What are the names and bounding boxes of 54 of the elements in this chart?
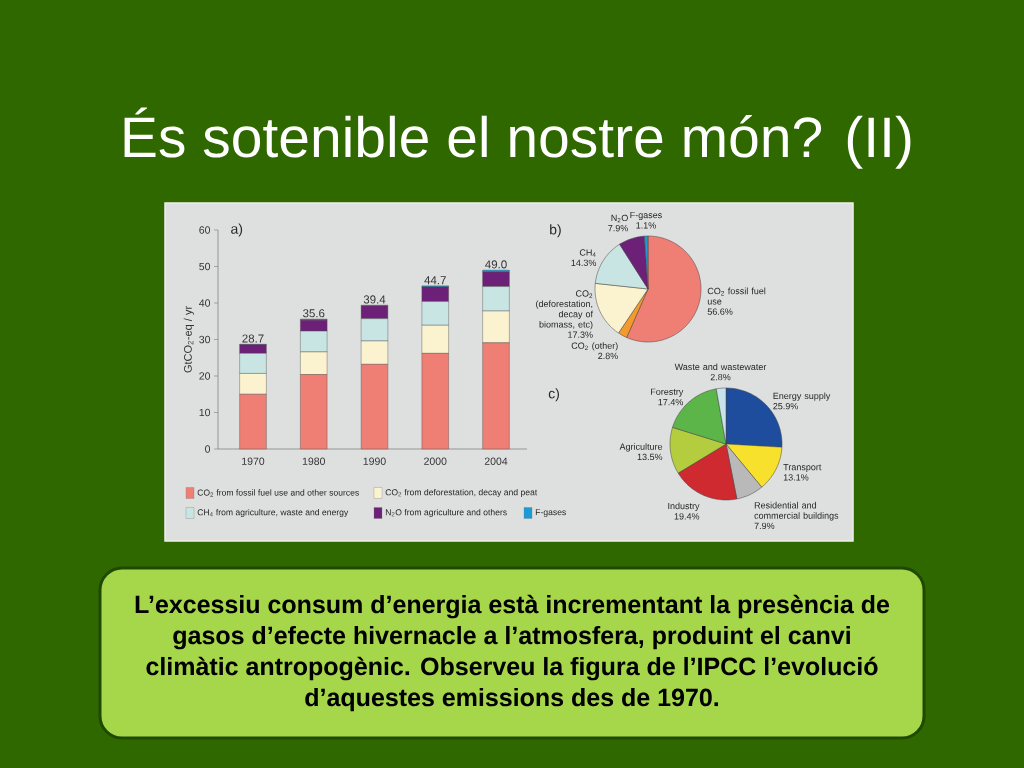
legend-label: N$_{2}$O from agriculture and others — [385, 508, 507, 517]
y-tick-label: 60 — [199, 226, 211, 234]
legend-label: CH$_{4}$ from agriculture, waste and energy — [197, 508, 349, 517]
data-label: 7.9% — [608, 225, 628, 232]
slice-label: CO$_{2}$ (other) — [571, 342, 618, 351]
data-label: 17.3% — [568, 331, 593, 338]
total-label: 35.6 — [302, 309, 325, 318]
slice-label: CO$_{2}$ fossil fuel use — [707, 287, 766, 305]
text: b) — [550, 224, 561, 238]
y-tick-label: 0 — [205, 445, 211, 453]
total-label: 39.4 — [363, 295, 386, 304]
legend-label: CO$_{2}$ from fossil fuel use and other sources — [197, 489, 359, 497]
total-label: 49.0 — [485, 260, 507, 269]
y-tick-label: 20 — [199, 372, 211, 380]
y-axis-title: GtCO$_{2}$-eq / yr — [183, 306, 194, 373]
x-tick-label: 1980 — [302, 457, 325, 465]
x-tick-label: 2004 — [484, 457, 508, 465]
x-tick-label: 1970 — [242, 457, 265, 465]
chart-title: a) — [231, 223, 243, 237]
slice-label: Industry — [668, 502, 700, 511]
data-label: 2.8% — [710, 373, 731, 381]
slice-label: Energy supply — [773, 392, 831, 401]
legend-label: F-gases — [535, 509, 566, 517]
data-label: 2.8% — [598, 352, 618, 360]
slice-label: N$_{2}$O — [611, 214, 628, 223]
data-label: 13.1% — [783, 474, 809, 481]
slice-label: Residential and commercial buildings — [754, 501, 839, 521]
data-label: 13.5% — [637, 453, 663, 461]
slice-label: Agriculture — [619, 443, 663, 452]
data-label: 1.1% — [636, 222, 656, 229]
total-label: 28.7 — [242, 334, 264, 343]
y-tick-label: 10 — [199, 408, 211, 417]
y-tick-label: 30 — [199, 335, 211, 344]
y-tick-label: 40 — [199, 299, 211, 307]
slice-label: Forestry — [651, 388, 684, 397]
x-tick-label: 1990 — [363, 457, 386, 465]
data-label: 17.4% — [658, 398, 684, 406]
slice-label: CH$_{4}$ — [579, 249, 596, 257]
data-label: 56.6% — [707, 308, 733, 315]
text: c) — [548, 388, 559, 402]
total-label: 44.7 — [424, 276, 446, 285]
data-label: 7.9% — [754, 522, 775, 530]
text: L’excessiu consum d’energia està incrementant la presència de gasos d’efecte hivernacle a l’atmosfera, produint el canvi climàtic antropogènic. Observeu la figura de l’IPCC l’evolució d’aquestes emissions des de 1970. — [135, 594, 890, 712]
data-label: 19.4% — [674, 513, 700, 520]
text: És sotenible el nostre món? (II) — [124, 107, 911, 169]
slice-label: CO$_{2}$ (deforestation, decay of biomass, etc) — [536, 290, 594, 330]
slice-label: F-gases — [630, 211, 662, 220]
data-label: 25.9% — [773, 403, 798, 410]
legend-label: CO$_{2}$ from deforestation, decay and peat — [385, 488, 538, 497]
slice-label: Transport — [783, 464, 822, 473]
y-tick-label: 50 — [199, 262, 211, 271]
slice-label: Waste and wastewater — [674, 363, 767, 371]
x-tick-label: 2000 — [424, 457, 447, 465]
data-label: 14.3% — [571, 259, 597, 266]
